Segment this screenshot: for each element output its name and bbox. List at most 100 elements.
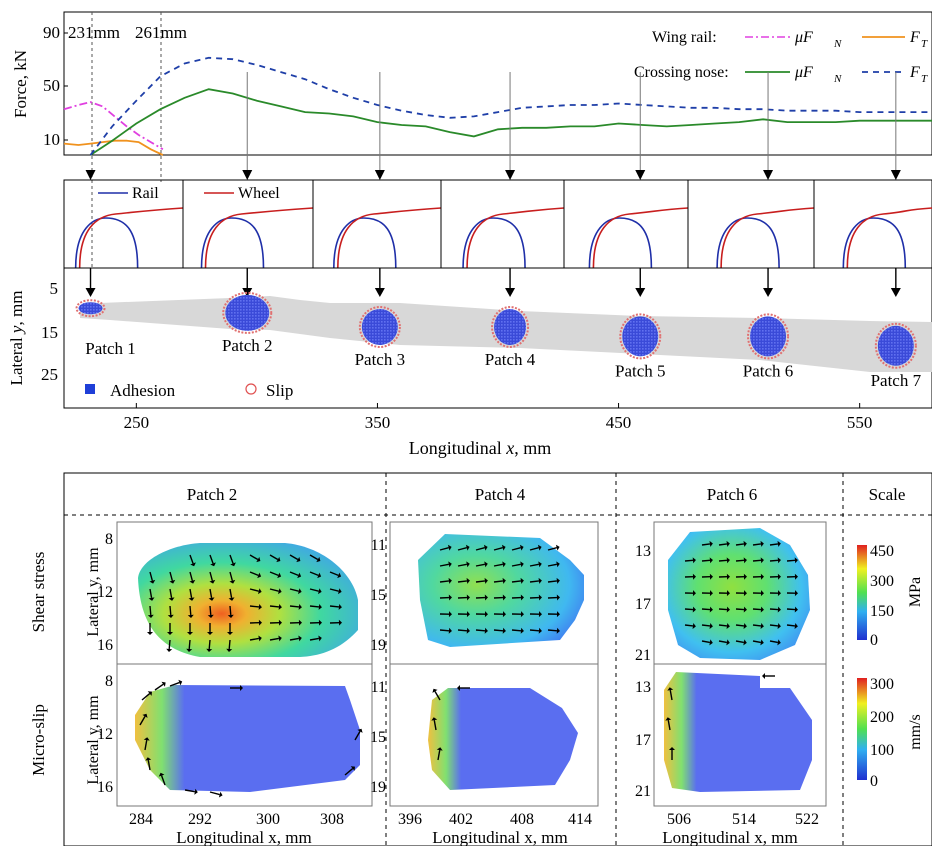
shear-arrow-head	[692, 590, 696, 597]
shear-arrow	[684, 559, 694, 562]
shear-arrow-head	[520, 611, 524, 618]
rail-profile	[74, 217, 139, 269]
patch6-ytick: 13	[635, 679, 651, 696]
shear-arrow-head	[777, 590, 781, 597]
shear-arrow	[229, 571, 234, 581]
shear-arrow-head	[466, 627, 470, 634]
patch4-xlabel: Longitudinal x, mm	[432, 828, 568, 846]
shear-arrow-head	[502, 577, 506, 584]
contact-ytick: 25	[41, 365, 58, 384]
shear-arrow	[457, 580, 468, 583]
slip-arrow-head	[142, 713, 148, 718]
connector-arrowhead	[505, 288, 516, 297]
shear-arrow	[547, 629, 558, 632]
patch4-shear-map	[418, 534, 584, 647]
shear-arrow-head	[538, 577, 542, 584]
patch4-ytick: 11	[371, 537, 386, 554]
legend-rail: Rail	[132, 185, 159, 202]
shear-arrow	[735, 608, 745, 611]
shear-arrow	[249, 571, 259, 577]
contact-xtick: 450	[606, 413, 632, 432]
shear-arrow	[752, 559, 762, 562]
col-header-scale: Scale	[869, 485, 906, 504]
shear-arrow	[149, 571, 154, 581]
shear-arrow-head	[227, 632, 233, 635]
patch4-slip-arrows	[431, 685, 470, 761]
connector-arrowhead	[505, 170, 516, 180]
shear-arrow-head	[519, 544, 524, 551]
patch6-shear-arrows	[684, 540, 798, 646]
slip-arrow	[354, 730, 361, 741]
shear-arrow-head	[743, 573, 747, 580]
patch6-xtick: 522	[795, 811, 819, 828]
slip-region	[222, 291, 273, 334]
shear-arrow-head	[520, 577, 524, 584]
shear-arrow-head	[149, 579, 156, 584]
shear-arrow	[718, 640, 728, 644]
slip-arrow	[169, 681, 180, 687]
slip-arrow-head	[147, 691, 152, 696]
slip-region	[874, 322, 917, 369]
shear-arrow-head	[338, 588, 342, 595]
shear-arrow	[149, 605, 152, 616]
shear-arrow-head	[760, 557, 764, 564]
shear-arrow	[752, 624, 762, 627]
profile-box	[813, 179, 932, 269]
shear-arrow-head	[484, 577, 488, 584]
shear-arrow-head	[448, 577, 452, 584]
shear-arrow	[493, 580, 504, 583]
shear-arrow	[684, 624, 694, 627]
force-series-line-2	[90, 88, 932, 156]
shear-arrow	[511, 580, 522, 583]
shear-arrow-head	[726, 590, 730, 597]
shear-arrow-head	[794, 590, 798, 597]
shear-arrow	[289, 554, 299, 561]
shear-arrow-head	[189, 579, 196, 584]
shear-arrow-head	[187, 632, 193, 635]
profile-box	[563, 179, 689, 269]
force-series-line-0	[63, 101, 164, 151]
shear-arrow-head	[538, 594, 542, 601]
legend-slip: Slip	[266, 381, 293, 400]
shear-arrow-head	[277, 572, 282, 579]
shear-arrow	[511, 563, 521, 567]
patch6-ytick: 21	[635, 647, 651, 664]
shear-arrow	[529, 580, 540, 583]
shear-arrow	[189, 605, 192, 616]
shear-arrow-head	[777, 639, 781, 646]
slip-region	[75, 299, 106, 318]
legend-adhesion: Adhesion	[110, 381, 176, 400]
shear-arrow	[229, 588, 233, 598]
shear-arrow-head	[726, 540, 730, 547]
shear-arrow-head	[448, 594, 452, 601]
slip-arrow-head	[667, 687, 674, 691]
slip-arrow-head	[350, 766, 355, 771]
contact-xlabel: Longitudinal x, mm	[409, 438, 552, 458]
shear-arrow	[786, 624, 796, 627]
shear-arrow-head	[556, 611, 560, 618]
shear-arrow-head	[709, 540, 713, 547]
shear-arrow	[457, 629, 468, 632]
shear-arrow-head	[760, 622, 764, 629]
profile-box	[440, 179, 565, 269]
patch6-shear-map	[668, 528, 810, 660]
shear-arrow	[529, 546, 539, 551]
shear-arrow	[769, 624, 779, 627]
shear-arrow-head	[318, 588, 322, 595]
shear-arrow-head	[743, 590, 747, 597]
shear-arrow	[701, 559, 711, 562]
shear-arrow	[229, 605, 232, 616]
shear-arrow-head	[168, 597, 175, 601]
connector-arrowhead	[635, 288, 646, 297]
shear-arrow-head	[318, 619, 322, 626]
shear-arrow-head	[484, 594, 488, 601]
legend-ft-sub: T	[921, 38, 928, 50]
shear-arrow	[701, 640, 711, 644]
shear-arrow-head	[726, 557, 730, 564]
slip-region	[747, 313, 790, 360]
slip-arrow	[160, 775, 166, 786]
slip-region	[358, 306, 401, 348]
shear-arrow-head	[520, 627, 524, 634]
shear-arrow	[786, 608, 796, 611]
